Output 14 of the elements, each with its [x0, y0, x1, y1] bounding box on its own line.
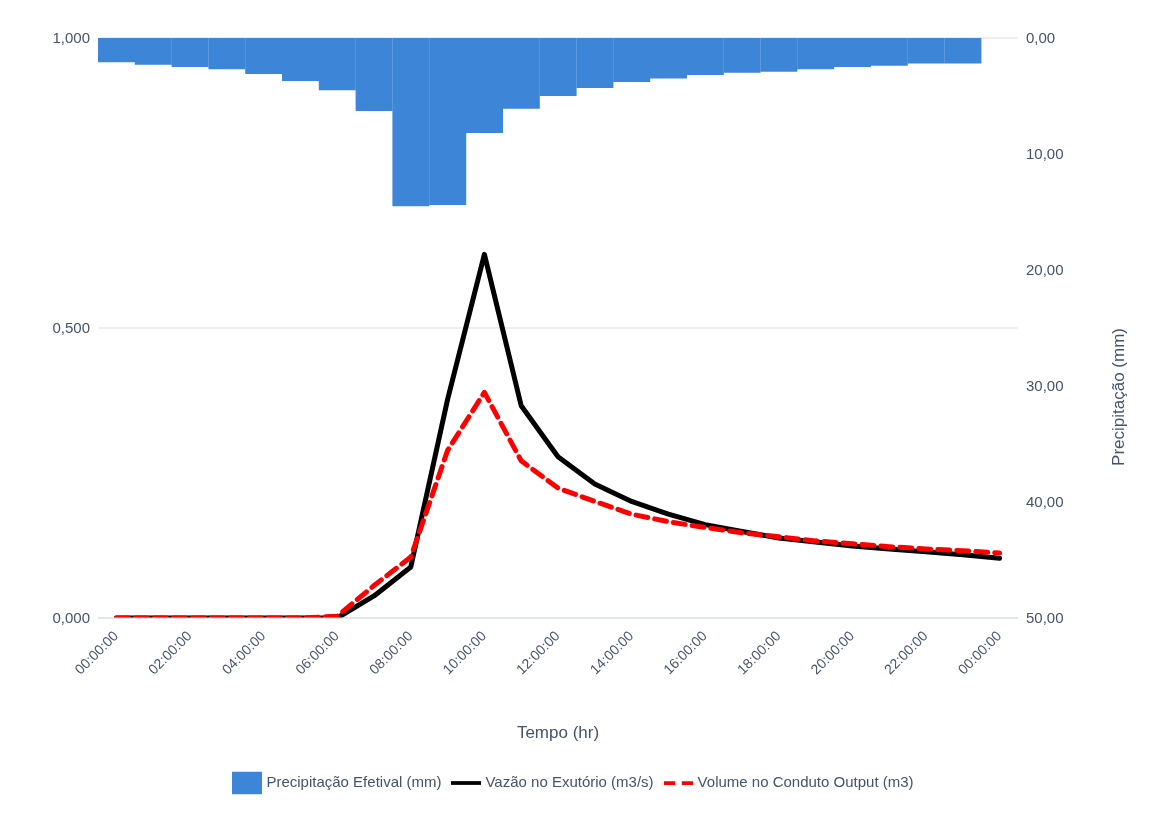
- y2-tick-label: 0,00: [1026, 29, 1056, 47]
- y2-tick-label: 40,00: [1026, 493, 1064, 511]
- y2-axis-title: Precipitação (mm): [1109, 328, 1129, 466]
- legend-label: Precipitação Efetival (mm): [266, 772, 442, 790]
- y2-tick-label: 30,00: [1026, 377, 1064, 395]
- y-tick-label: 0,500: [52, 319, 90, 337]
- legend-label: Volume no Conduto Output (m3): [697, 772, 914, 790]
- x-axis-title: Tempo (hr): [516, 723, 600, 742]
- legend-label: Vazão no Exutório (m3/s): [485, 772, 654, 790]
- y2-tick-label: 20,00: [1026, 261, 1064, 279]
- y-tick-label: 1,000: [52, 29, 90, 47]
- y2-tick-label: 50,00: [1026, 609, 1064, 627]
- y-tick-label: 0,000: [52, 609, 90, 627]
- y2-tick-label: 10,00: [1026, 145, 1064, 163]
